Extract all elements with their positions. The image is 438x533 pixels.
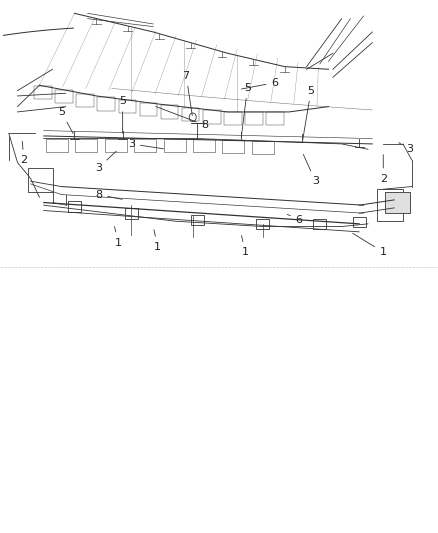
Bar xyxy=(164,139,186,152)
Text: 2: 2 xyxy=(21,141,28,165)
Text: 8: 8 xyxy=(156,107,208,130)
Text: 5: 5 xyxy=(119,96,126,133)
Text: 3: 3 xyxy=(95,151,116,173)
Text: 1: 1 xyxy=(154,230,161,252)
Bar xyxy=(161,106,178,119)
Bar xyxy=(224,112,242,125)
Bar xyxy=(34,86,52,100)
Bar xyxy=(245,112,263,125)
Bar xyxy=(385,192,410,213)
Bar xyxy=(28,168,53,192)
Bar xyxy=(68,201,81,212)
Text: 1: 1 xyxy=(114,227,122,247)
Bar xyxy=(353,217,366,228)
Bar xyxy=(203,110,220,124)
Bar xyxy=(119,100,136,114)
Text: 5: 5 xyxy=(241,83,251,138)
Bar xyxy=(252,141,274,154)
Text: 1: 1 xyxy=(241,236,249,257)
Text: 3: 3 xyxy=(399,143,413,154)
Bar xyxy=(377,189,403,221)
Bar xyxy=(191,214,204,225)
Text: 6: 6 xyxy=(287,214,303,224)
Text: 5: 5 xyxy=(303,86,314,140)
Bar xyxy=(105,139,127,152)
Bar xyxy=(98,98,115,111)
Bar xyxy=(313,219,326,229)
Bar xyxy=(256,219,269,229)
Bar xyxy=(76,94,94,107)
Bar xyxy=(134,139,156,152)
Text: 8: 8 xyxy=(95,190,122,199)
Bar xyxy=(55,90,73,103)
Text: 3: 3 xyxy=(128,139,164,149)
Bar xyxy=(46,139,68,152)
Bar xyxy=(140,103,157,116)
Text: 1: 1 xyxy=(353,233,387,257)
Text: 2: 2 xyxy=(380,155,387,183)
Text: 7: 7 xyxy=(183,71,192,116)
Bar xyxy=(182,108,199,121)
Text: 5: 5 xyxy=(58,107,73,133)
Text: 6: 6 xyxy=(241,78,279,89)
Bar xyxy=(223,140,244,153)
Bar xyxy=(125,208,138,219)
Text: 3: 3 xyxy=(304,155,319,186)
Bar xyxy=(266,112,284,125)
Bar xyxy=(75,139,97,152)
Bar xyxy=(193,139,215,152)
